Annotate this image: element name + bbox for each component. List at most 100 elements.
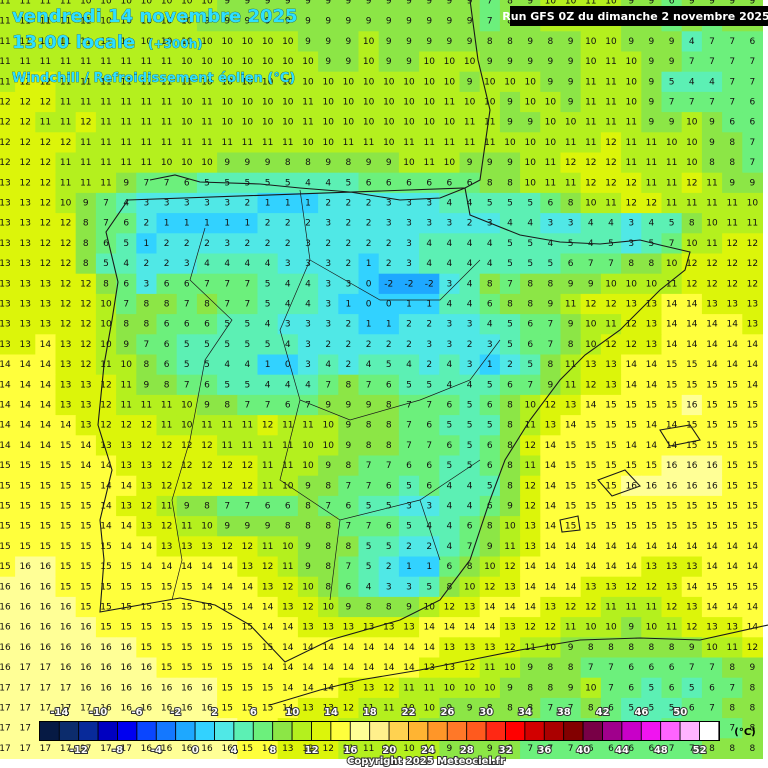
grid-value: 15	[181, 623, 192, 633]
grid-value: 10	[242, 98, 254, 108]
grid-cell	[439, 91, 460, 113]
grid-cell	[661, 91, 683, 113]
grid-value: 11	[625, 158, 636, 168]
grid-cell	[479, 576, 501, 598]
grid-cell	[439, 0, 460, 12]
grid-cell	[398, 192, 420, 214]
grid-value: 14	[706, 320, 718, 330]
grid-cell	[277, 152, 299, 174]
grid-value: 17	[40, 683, 51, 693]
grid-cell	[742, 374, 763, 396]
grid-value: 7	[467, 542, 473, 552]
grid-value: 6	[608, 704, 614, 714]
grid-value: 5	[669, 704, 675, 714]
grid-cell	[439, 435, 460, 456]
grid-value: 16	[201, 683, 213, 693]
grid-cell	[641, 51, 662, 73]
grid-value: 11	[524, 421, 535, 431]
legend-tick-label: 16	[343, 745, 357, 756]
grid-value: 7	[750, 158, 756, 168]
grid-value: 11	[282, 461, 293, 471]
grid-cell	[701, 697, 723, 719]
grid-value: 15	[262, 704, 273, 714]
grid-value: 4	[467, 259, 473, 269]
grid-value: 9	[366, 0, 372, 7]
grid-value: 13	[464, 643, 475, 653]
grid-value: 7	[184, 300, 190, 310]
grid-value: 9	[568, 37, 574, 47]
grid-cell	[499, 596, 521, 618]
grid-value: 12	[585, 380, 596, 390]
grid-value: 5	[669, 77, 675, 87]
grid-value: 9	[447, 17, 453, 27]
grid-cell	[0, 415, 16, 436]
grid-cell	[237, 455, 258, 477]
grid-cell	[156, 617, 178, 638]
grid-cell	[75, 435, 97, 456]
grid-value: 16	[40, 603, 52, 613]
grid-value: 1	[305, 199, 311, 209]
grid-value: 11	[201, 118, 212, 128]
grid-value: 11	[605, 77, 616, 87]
grid-value: 15	[726, 441, 737, 451]
grid-cell	[75, 334, 97, 355]
grid-value: 13	[343, 623, 354, 633]
grid-value: 11	[100, 37, 111, 47]
grid-value: 12	[221, 542, 232, 552]
grid-value: 9	[709, 138, 715, 148]
grid-value: 7	[325, 380, 331, 390]
grid-value: 15	[161, 643, 172, 653]
grid-cell	[580, 394, 602, 416]
grid-value: 3	[447, 320, 453, 330]
grid-cell	[681, 0, 703, 12]
grid-cell	[35, 596, 56, 618]
grid-cell	[95, 253, 117, 275]
grid-value: 14	[565, 542, 577, 552]
grid-cell	[136, 475, 157, 497]
grid-cell	[439, 475, 460, 497]
grid-cell	[580, 0, 602, 12]
grid-cell	[378, 31, 400, 52]
grid-value: 12	[80, 320, 91, 330]
grid-cell	[0, 354, 16, 376]
grid-value: 10	[403, 98, 415, 108]
grid-value: 3	[285, 259, 291, 269]
grid-value: 11	[60, 57, 71, 67]
grid-value: 10	[282, 481, 294, 491]
grid-cell	[136, 738, 157, 759]
grid-value: 11	[605, 320, 616, 330]
grid-cell	[600, 455, 622, 477]
grid-value: 11	[282, 421, 293, 431]
grid-cell	[15, 172, 36, 194]
grid-value: 12	[161, 522, 172, 532]
grid-value: 8	[729, 158, 735, 168]
grid-value: 14	[747, 340, 759, 350]
grid-value: 10	[242, 37, 254, 47]
grid-value: 14	[403, 663, 415, 673]
grid-cell	[156, 11, 178, 32]
grid-cell	[116, 354, 137, 376]
grid-value: 9	[467, 17, 473, 27]
grid-cell	[338, 132, 359, 153]
grid-value: 15	[585, 421, 596, 431]
grid-value: 5	[245, 320, 251, 330]
grid-value: 3	[406, 199, 412, 209]
grid-cell	[196, 273, 218, 295]
grid-cell	[35, 697, 56, 719]
grid-value: 15	[646, 522, 657, 532]
grid-value: 9	[245, 522, 251, 532]
grid-value: 11	[646, 158, 657, 168]
grid-value: 8	[628, 643, 634, 653]
grid-value: 11	[565, 178, 576, 188]
grid-value: 13	[504, 582, 515, 592]
grid-value: 6	[164, 320, 170, 330]
grid-value: 16	[120, 643, 132, 653]
grid-cell	[196, 455, 218, 477]
grid-cell	[318, 314, 339, 335]
grid-value: 4	[224, 360, 230, 370]
grid-value: 4	[285, 340, 291, 350]
grid-cell	[35, 556, 56, 578]
grid-cell	[277, 637, 299, 658]
grid-value: 10	[282, 37, 294, 47]
grid-value: 10	[484, 98, 496, 108]
